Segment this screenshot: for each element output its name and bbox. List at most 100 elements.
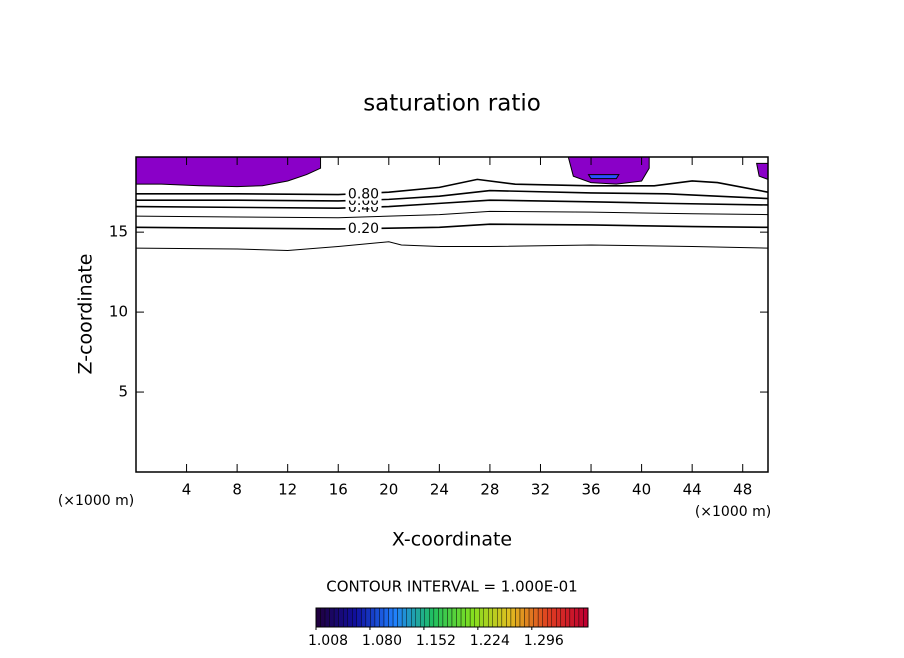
contour-line bbox=[135, 223, 769, 230]
x-tick-label: 24 bbox=[430, 481, 449, 499]
colorbar-stripe bbox=[406, 607, 412, 628]
y-tick-label: 10 bbox=[109, 303, 128, 321]
chart-title: saturation ratio bbox=[363, 91, 541, 117]
colorbar-stripe bbox=[542, 607, 548, 628]
y-unit: (×1000 m) bbox=[58, 493, 134, 509]
y-tick-label: 5 bbox=[118, 383, 128, 401]
filled-region bbox=[587, 174, 620, 180]
x-tick-label: 32 bbox=[531, 481, 550, 499]
colorbar-stripe bbox=[465, 607, 471, 628]
x-tick-label: 28 bbox=[480, 481, 499, 499]
colorbar-stripe bbox=[401, 607, 407, 628]
x-tick-label: 36 bbox=[581, 481, 600, 499]
colorbar-title: CONTOUR INTERVAL = 1.000E-01 bbox=[326, 578, 577, 596]
colorbar-stripe bbox=[429, 607, 435, 628]
colorbar-tick-label: 1.152 bbox=[416, 633, 456, 649]
colorbar-stripe bbox=[583, 607, 589, 628]
x-tick-label: 40 bbox=[632, 481, 651, 499]
colorbar-stripe bbox=[506, 607, 512, 628]
contour-line bbox=[136, 178, 769, 196]
colorbar-stripe bbox=[551, 607, 557, 628]
colorbar-stripe bbox=[510, 607, 516, 628]
colorbar-stripe bbox=[370, 607, 376, 628]
contour-line bbox=[135, 241, 769, 252]
colorbar-stripe bbox=[515, 607, 521, 628]
colorbar-stripe bbox=[533, 607, 539, 628]
filled-region bbox=[567, 156, 650, 185]
colorbar-stripe bbox=[556, 607, 561, 628]
colorbar-stripe bbox=[343, 607, 348, 628]
colorbar-stripe bbox=[524, 607, 530, 628]
colorbar-stripe bbox=[479, 607, 484, 628]
colorbar-stripe bbox=[424, 607, 430, 628]
x-tick-label: 20 bbox=[379, 481, 398, 499]
colorbar-stripe bbox=[392, 607, 398, 628]
colorbar-stripe bbox=[451, 607, 457, 628]
colorbar-stripe bbox=[565, 607, 571, 628]
colorbar-stripe bbox=[356, 607, 362, 628]
colorbar-stripe bbox=[374, 607, 380, 628]
contour-label-bg bbox=[345, 222, 382, 235]
x-unit: (×1000 m) bbox=[695, 504, 771, 520]
colorbar-stripe bbox=[397, 607, 403, 628]
colorbar-stripe bbox=[315, 607, 321, 628]
contour-line bbox=[135, 199, 769, 209]
colorbar-stripe bbox=[569, 607, 575, 628]
colorbar-stripe bbox=[438, 607, 444, 628]
colorbar-stripe bbox=[388, 607, 394, 628]
colorbar-stripe bbox=[352, 607, 357, 628]
y-axis-title: Z-coordinate bbox=[75, 254, 97, 375]
filled-region bbox=[756, 162, 769, 181]
x-tick-label: 12 bbox=[278, 481, 297, 499]
colorbar-tick-label: 1.296 bbox=[524, 633, 564, 649]
filled-region bbox=[135, 156, 322, 188]
colorbar-stripe bbox=[488, 607, 493, 628]
colorbar-stripe bbox=[320, 607, 326, 628]
colorbar-stripe bbox=[560, 607, 566, 628]
colorbar-stripe bbox=[547, 607, 552, 628]
x-tick-label: 8 bbox=[232, 481, 242, 499]
x-tick-label: 4 bbox=[182, 481, 192, 499]
colorbar-stripe bbox=[483, 607, 489, 628]
contour-label-bg bbox=[345, 188, 382, 201]
colorbar-stripe bbox=[528, 607, 534, 628]
colorbar-stripe bbox=[338, 607, 344, 628]
colorbar-stripe bbox=[361, 607, 367, 628]
colorbar-tick-label: 1.080 bbox=[362, 633, 402, 649]
colorbar-stripe bbox=[501, 607, 507, 628]
colorbar-stripe bbox=[383, 607, 389, 628]
colorbar-tick-label: 1.224 bbox=[470, 633, 510, 649]
colorbar-stripe bbox=[537, 607, 543, 628]
colorbar-stripe bbox=[379, 607, 385, 628]
y-tick-label: 15 bbox=[109, 223, 128, 241]
colorbar-stripe bbox=[469, 607, 475, 628]
colorbar-frame bbox=[315, 607, 589, 628]
colorbar-stripe bbox=[411, 607, 416, 628]
plot-frame bbox=[135, 156, 769, 473]
contour-line bbox=[135, 210, 769, 219]
colorbar-stripe bbox=[415, 607, 421, 628]
contour-label: 0.20 bbox=[348, 221, 379, 237]
colorbar-stripe bbox=[492, 607, 498, 628]
colorbar-stripe bbox=[333, 607, 339, 628]
colorbar-stripe bbox=[578, 607, 584, 628]
colorbar-stripe bbox=[324, 607, 330, 628]
x-tick-label: 16 bbox=[329, 481, 348, 499]
colorbar-stripe bbox=[347, 607, 353, 628]
contour-line bbox=[136, 189, 769, 202]
colorbar-stripe bbox=[460, 607, 466, 628]
colorbar-stripe bbox=[420, 607, 425, 628]
x-tick-label: 48 bbox=[733, 481, 752, 499]
colorbar-tick-label: 1.008 bbox=[308, 633, 348, 649]
colorbar-stripe bbox=[447, 607, 453, 628]
x-axis-title: X-coordinate bbox=[392, 529, 512, 551]
colorbar-stripe bbox=[442, 607, 448, 628]
colorbar-stripe bbox=[474, 607, 480, 628]
colorbar-stripe bbox=[574, 607, 580, 628]
x-tick-label: 44 bbox=[683, 481, 702, 499]
colorbar-stripe bbox=[497, 607, 503, 628]
colorbar-stripe bbox=[365, 607, 371, 628]
colorbar-stripe bbox=[433, 607, 439, 628]
colorbar-stripe bbox=[456, 607, 462, 628]
